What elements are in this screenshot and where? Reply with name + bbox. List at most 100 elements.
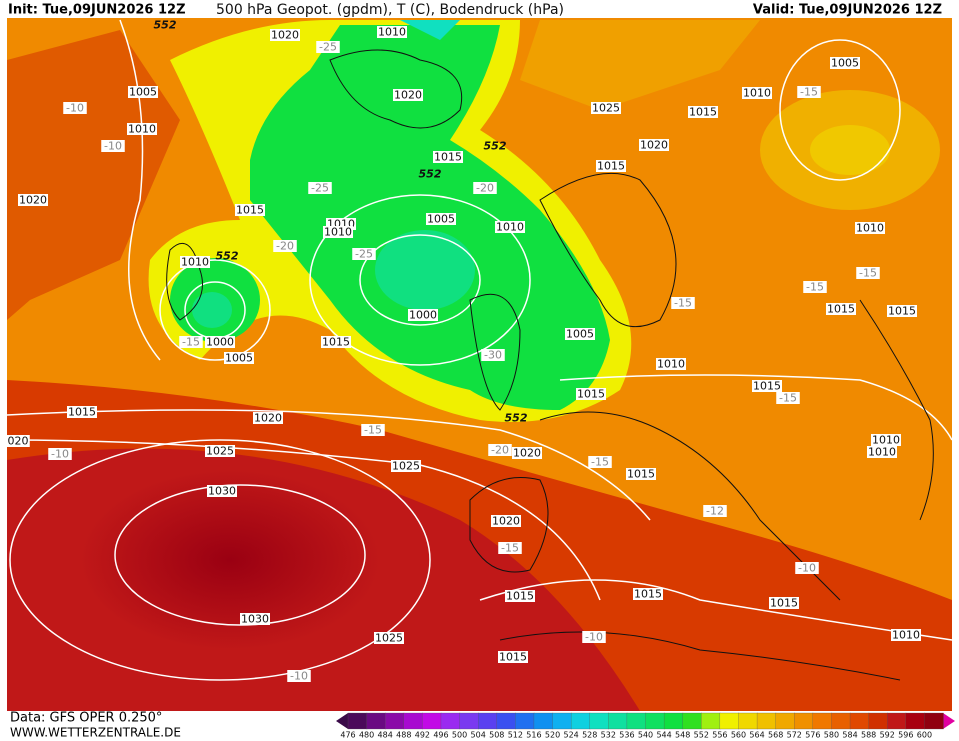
colorbar-label: 488 (396, 731, 411, 740)
colorbar-swatch (868, 712, 888, 730)
map-title: 500 hPa Geopot. (gpdm), T (C), Bodendruc… (216, 2, 564, 18)
label-box (588, 456, 612, 468)
colorbar-label: 524 (563, 731, 578, 740)
pressure-label: 1010 (378, 26, 406, 39)
label-box (488, 444, 512, 456)
colorbar-label: 544 (656, 731, 671, 740)
pressure-label: 1000 (206, 336, 234, 349)
label-box (253, 412, 283, 424)
label-box (127, 123, 157, 135)
temperature-label: -15 (806, 281, 824, 294)
label-box (591, 102, 621, 114)
label-box (498, 542, 522, 554)
data-source: Data: GFS OPER 0.250° (10, 711, 162, 726)
label-box (626, 468, 656, 480)
label-box (323, 226, 353, 238)
pressure-label: 1000 (409, 309, 437, 322)
pressure-label: 1020 (513, 447, 541, 460)
colorbar-swatch (626, 712, 647, 730)
temperature-label: -15 (364, 424, 382, 437)
label-box (321, 336, 351, 348)
pressure-label: 1015 (888, 305, 916, 318)
label-box (871, 434, 901, 446)
label-box (180, 256, 210, 268)
label-box (67, 406, 97, 418)
temperature-label: -20 (476, 182, 494, 195)
pressure-label: 1015 (434, 151, 462, 164)
pressure-label: 1015 (634, 588, 662, 601)
geopotential-label: 552 (216, 250, 239, 263)
colorbar: 476 480 484 488 492 496 500 504 508 512 516 520 524 5… (336, 712, 955, 740)
temperature-label: -15 (182, 336, 200, 349)
colorbar-label: 576 (805, 731, 820, 740)
label-box (830, 57, 860, 69)
pressure-label: 1015 (627, 468, 655, 481)
pressure-label: 1015 (770, 597, 798, 610)
pressure-label: 1010 (868, 446, 896, 459)
colorbar-label: 584 (842, 731, 857, 740)
temperature-label: -15 (674, 297, 692, 310)
pressure-label: 1025 (206, 445, 234, 458)
label-box (433, 151, 463, 163)
label-box (639, 139, 669, 151)
label-box (505, 590, 535, 602)
colorbar-swatch (478, 712, 498, 730)
pressure-label: 1025 (592, 102, 620, 115)
temperature-label: -15 (800, 86, 818, 99)
pressure-label: 1030 (208, 485, 236, 498)
colorbar-swatch (459, 712, 479, 730)
temperature-label: -10 (51, 448, 69, 461)
pressure-label: 1010 (181, 256, 209, 269)
pressure-label: 1010 (128, 123, 156, 136)
label-box (287, 670, 311, 682)
valid-time: Valid: Tue,09JUN2026 12Z (753, 3, 942, 18)
colorbar-swatch (496, 712, 516, 730)
label-box (316, 41, 340, 53)
colorbar-swatch (552, 712, 572, 730)
colorbar-label: 508 (489, 731, 504, 740)
colorbar-label: 516 (526, 731, 541, 740)
colorbar-label: 512 (508, 731, 523, 740)
colorbar-swatch (756, 712, 777, 730)
label-box (426, 213, 456, 225)
label-box (101, 140, 125, 152)
colorbar-swatch (403, 712, 424, 730)
label-box (495, 221, 525, 233)
label-box (308, 182, 332, 194)
pressure-label: 1010 (872, 434, 900, 447)
label-box (473, 182, 497, 194)
colorbar-label: 568 (768, 731, 783, 740)
colorbar-swatch (905, 712, 926, 730)
label-box (377, 26, 407, 38)
pressure-label: 1025 (375, 632, 403, 645)
init-time: Init: Tue,09JUN2026 12Z (8, 3, 186, 18)
temperature-label: -15 (591, 456, 609, 469)
label-box (671, 297, 695, 309)
colorbar-swatch (608, 712, 628, 730)
label-box (565, 328, 595, 340)
label-box (224, 352, 254, 364)
temperature-label: -15 (501, 542, 519, 555)
pressure-label: 1015 (597, 160, 625, 173)
pressure-label: 020 (8, 435, 29, 448)
temperature-label: -25 (311, 182, 329, 195)
geopotential-label: 552 (154, 19, 177, 32)
label-box (795, 562, 819, 574)
colorbar-label: 552 (694, 731, 709, 740)
geopotential-label: 552 (505, 412, 528, 425)
temperature-label: -10 (585, 631, 603, 644)
label-box (742, 87, 772, 99)
label-box (776, 392, 800, 404)
colorbar-label: 564 (749, 731, 764, 740)
colorbar-label: 536 (619, 731, 634, 740)
colorbar-swatch (347, 712, 368, 730)
label-box (48, 448, 72, 460)
pressure-label: 1010 (892, 629, 920, 642)
colorbar-label: 480 (359, 731, 374, 740)
colorbar-label: 492 (415, 731, 430, 740)
colorbar-label: 532 (601, 731, 616, 740)
colorbar-label: 484 (378, 731, 393, 740)
pressure-label: 1015 (499, 651, 527, 664)
